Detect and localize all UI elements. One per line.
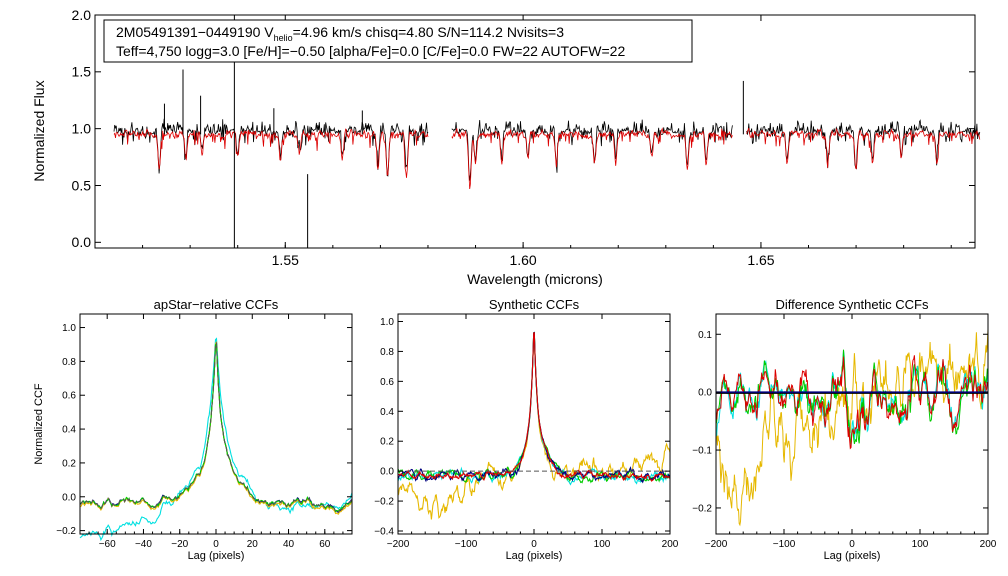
spectrum-observed-line bbox=[451, 119, 733, 181]
x-tick-label: −200 bbox=[387, 539, 410, 550]
y-tick-label: 0.0 bbox=[72, 234, 92, 250]
spectrum-model-line bbox=[746, 127, 981, 170]
ccf3-title: Difference Synthetic CCFs bbox=[776, 297, 929, 312]
y-tick-label: 0.4 bbox=[380, 407, 394, 418]
ccf2-yellow-line bbox=[397, 333, 671, 520]
ccf2-ticks-group: −200 −100 0 100 200 −0.4 −0.2 0.0 0.2 0.4 0.6 0.8 1.… bbox=[374, 314, 679, 550]
y-tick-label: 0.0 bbox=[62, 492, 76, 503]
x-tick-label: 0 bbox=[531, 539, 537, 550]
y-tick-label: −0.2 bbox=[374, 497, 394, 508]
x-tick-label: −100 bbox=[455, 539, 478, 550]
ccf2-navy-line bbox=[397, 331, 671, 484]
ccf2-axes-frame bbox=[397, 313, 671, 535]
ccf2-title: Synthetic CCFs bbox=[489, 297, 580, 312]
x-tick-label: −20 bbox=[171, 539, 188, 550]
x-tick-label: −60 bbox=[99, 539, 116, 550]
y-tick-label: 0.6 bbox=[380, 377, 394, 388]
ccf2-x-label: Lag (pixels) bbox=[506, 550, 563, 562]
ccf1-panel: −60 −40 −20 0 20 40 60 −0.2 0.0 0.2 0.4 0.6 0.8 1.0 a… bbox=[33, 297, 353, 562]
y-tick-label: 0.0 bbox=[380, 467, 394, 478]
info-line-1-sub: helio bbox=[274, 33, 293, 43]
y-tick-label: 0.8 bbox=[380, 347, 394, 358]
info-line-2: Teff=4,750 logg=3.0 [Fe/H]=−0.50 [alpha/… bbox=[116, 43, 625, 59]
ccf1-x-label: Lag (pixels) bbox=[188, 550, 245, 562]
ccf2-panel: −200 −100 0 100 200 −0.4 −0.2 0.0 0.2 0.4 0.6 0.8 1.… bbox=[374, 297, 679, 562]
y-tick-label: 1.0 bbox=[380, 317, 394, 328]
y-tick-label: 0.2 bbox=[380, 437, 394, 448]
ccf3-x-label: Lag (pixels) bbox=[824, 550, 881, 562]
x-tick-label: 20 bbox=[247, 539, 259, 550]
ccf1-title: apStar−relative CCFs bbox=[154, 297, 279, 312]
ccf3-red-line bbox=[715, 355, 989, 450]
spectrum-model-line bbox=[113, 128, 429, 178]
ccf1-yellow-line bbox=[79, 341, 352, 515]
ccf1-series-group bbox=[79, 337, 353, 542]
ccf1-ticks-group: −60 −40 −20 0 20 40 60 −0.2 0.0 0.2 0.4 0.6 0.8 1.0 bbox=[56, 314, 353, 550]
y-tick-label: 0.6 bbox=[62, 391, 76, 402]
y-tick-label: 0.1 bbox=[698, 330, 712, 341]
ccf1-cyan-line bbox=[79, 337, 353, 542]
y-tick-label: 1.5 bbox=[72, 64, 92, 80]
x-tick-label: 100 bbox=[594, 539, 611, 550]
spectrum-panel: 1.55 1.60 1.65 0.0 0.5 1.0 1.5 2.0 2M05491391−0… bbox=[31, 7, 981, 287]
x-tick-label: 0 bbox=[849, 539, 855, 550]
spectrum-series-group bbox=[113, 118, 981, 190]
ccf1-green-line bbox=[79, 342, 353, 513]
info-box bbox=[103, 19, 693, 63]
spectrum-y-label: Normalized Flux bbox=[31, 80, 47, 181]
info-line-1-prefix: 2M05491391−0449190 V bbox=[116, 24, 274, 40]
x-tick-label: 40 bbox=[283, 539, 295, 550]
spectrum-observed-line bbox=[746, 119, 981, 170]
ccf1-dashed-model-line bbox=[79, 341, 353, 513]
y-tick-label: −0.2 bbox=[56, 526, 76, 537]
y-tick-label: 0.5 bbox=[72, 177, 92, 193]
spectrum-ticks-group: 1.55 1.60 1.65 0.0 0.5 1.0 1.5 2.0 bbox=[72, 7, 975, 268]
ccf2-red-line bbox=[397, 331, 671, 482]
y-tick-label: 0.2 bbox=[62, 458, 76, 469]
ccf2-green-line bbox=[397, 331, 671, 484]
y-tick-label: 0.4 bbox=[62, 425, 76, 436]
y-tick-label: 1.0 bbox=[62, 323, 76, 334]
ccf1-y-label: Normalized CCF bbox=[33, 383, 45, 465]
y-tick-label: 0.8 bbox=[62, 357, 76, 368]
spectrum-model-line bbox=[451, 127, 733, 190]
y-tick-label: −0.2 bbox=[692, 503, 712, 514]
ccf2-cyan-line bbox=[397, 331, 671, 486]
x-tick-label: 200 bbox=[980, 539, 997, 550]
spectrum-x-label: Wavelength (microns) bbox=[467, 271, 603, 287]
spectrum-axes-frame bbox=[94, 14, 976, 249]
x-tick-label: −200 bbox=[705, 539, 728, 550]
x-tick-label: 1.55 bbox=[272, 252, 299, 268]
ccf3-panel: −200 −100 0 100 200 −0.2 −0.1 0.0 0.1 Difference… bbox=[692, 297, 997, 562]
ccf3-ticks-group: −200 −100 0 100 200 −0.2 −0.1 0.0 0.1 bbox=[692, 314, 997, 550]
x-tick-label: 200 bbox=[662, 539, 679, 550]
y-tick-label: 0.0 bbox=[698, 388, 712, 399]
info-line-1: 2M05491391−0449190 Vhelio=4.96 km/s chis… bbox=[116, 24, 564, 43]
ccf3-series-group bbox=[715, 329, 989, 527]
y-tick-label: 1.0 bbox=[72, 121, 92, 137]
x-tick-label: 1.60 bbox=[509, 252, 536, 268]
x-tick-label: −40 bbox=[135, 539, 152, 550]
ccf3-yellow-line bbox=[715, 329, 989, 527]
x-tick-label: −100 bbox=[773, 539, 796, 550]
y-tick-label: 2.0 bbox=[72, 7, 92, 23]
x-tick-label: 0 bbox=[213, 539, 219, 550]
x-tick-label: 60 bbox=[319, 539, 331, 550]
info-line-1-suffix: =4.96 km/s chisq=4.80 S/N=114.2 Nvisits=… bbox=[293, 24, 565, 40]
y-tick-label: −0.4 bbox=[374, 527, 394, 538]
x-tick-label: 1.65 bbox=[747, 252, 774, 268]
ccf1-navy-line bbox=[79, 341, 353, 514]
y-tick-label: −0.1 bbox=[692, 446, 712, 457]
ccf2-series-group bbox=[397, 331, 671, 520]
x-tick-label: 100 bbox=[912, 539, 929, 550]
